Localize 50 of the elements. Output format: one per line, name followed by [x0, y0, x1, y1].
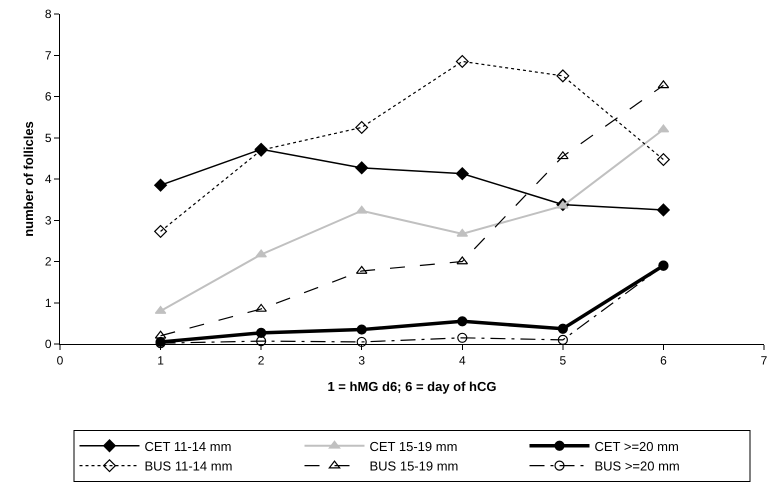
point	[256, 328, 266, 338]
point	[558, 334, 568, 345]
legend-label: CET 15-19 mm	[370, 438, 458, 454]
point	[457, 332, 468, 343]
point	[557, 200, 569, 209]
x-tick-label: 4	[458, 353, 466, 368]
point	[255, 249, 267, 258]
y-axis-title: number of follicles	[20, 121, 36, 237]
y-tick-label: 8	[44, 7, 52, 22]
x-tick-label: 6	[660, 353, 668, 368]
point	[656, 203, 670, 216]
point	[154, 178, 168, 192]
y-tick-label: 6	[44, 90, 52, 104]
legend-label: BUS >=20 mm	[594, 458, 680, 474]
point	[558, 324, 568, 334]
y-tick-label: 0	[44, 337, 52, 352]
y-tick-label: 3	[44, 213, 52, 228]
legend-label: CET 11-14 mm	[144, 438, 232, 454]
point	[456, 54, 469, 68]
point	[658, 80, 670, 88]
legend-label: BUS 15-19 mm	[370, 458, 458, 474]
point	[456, 167, 469, 180]
point	[355, 161, 368, 174]
x-tick-label: 3	[358, 353, 366, 368]
point	[658, 124, 670, 132]
point	[154, 224, 168, 238]
y-tick-label: 7	[44, 48, 52, 62]
point	[355, 120, 368, 134]
point	[154, 330, 166, 339]
y-tick-label: 5	[44, 130, 52, 145]
point	[356, 324, 367, 335]
point	[356, 336, 367, 348]
point	[656, 153, 670, 166]
x-tick-label: 7	[760, 353, 768, 368]
legend-label: BUS 11-14 mm	[144, 458, 232, 474]
point	[457, 316, 468, 326]
point	[154, 306, 166, 314]
x-tick-label: 5	[560, 353, 567, 368]
point	[556, 69, 570, 82]
y-tick-label: 1	[44, 296, 52, 310]
x-tick-label: 1	[157, 353, 164, 368]
x-axis-title: 1 = hMG d6; 6 = day of hCG	[327, 379, 497, 394]
x-tick-label: 0	[56, 353, 64, 368]
y-tick-label: 2	[44, 254, 52, 269]
legend-label: CET >=20 mm	[594, 438, 679, 454]
point	[255, 304, 267, 312]
point	[557, 151, 569, 160]
y-tick-label: 4	[44, 172, 52, 186]
point	[256, 336, 266, 346]
x-tick-label: 2	[258, 353, 265, 368]
